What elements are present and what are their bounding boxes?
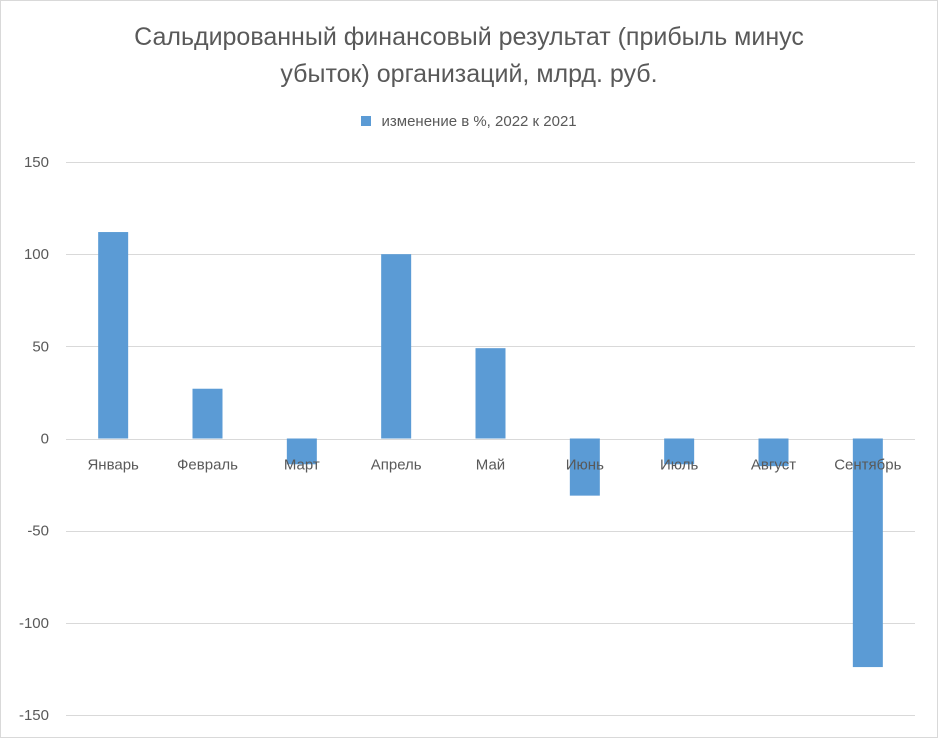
x-tick-label: Январь — [87, 457, 139, 474]
chart-title-line-1: Сальдированный финансовый результат (при… — [134, 23, 804, 51]
x-tick-label: Август — [751, 457, 796, 474]
legend-label: изменение в %, 2022 к 2021 — [381, 113, 577, 130]
bar — [286, 438, 317, 465]
bar — [475, 348, 506, 439]
bar — [381, 254, 412, 439]
y-axis-tick-labels: 150 100 50 0 -50 -100 -150 — [19, 154, 49, 724]
x-tick-label: Июнь — [566, 457, 604, 474]
y-tick-label: -100 — [19, 615, 49, 632]
y-tick-label: 50 — [32, 338, 49, 355]
bar — [569, 438, 600, 496]
x-tick-label: Февраль — [177, 457, 238, 474]
bar — [852, 438, 883, 668]
bar — [98, 232, 129, 439]
x-tick-label: Март — [284, 457, 320, 474]
y-tick-label: -50 — [27, 523, 49, 540]
chart-title: Сальдированный финансовый результат (при… — [1, 19, 937, 93]
y-tick-label: -150 — [19, 707, 49, 724]
bar — [758, 438, 789, 467]
legend-swatch — [361, 116, 372, 126]
x-tick-label: Июль — [660, 457, 698, 474]
y-tick-label: 150 — [24, 154, 49, 171]
bar — [192, 388, 223, 439]
y-tick-label: 0 — [41, 431, 49, 448]
gridlines — [66, 162, 915, 716]
x-tick-label: Май — [476, 457, 505, 474]
bar — [664, 438, 695, 465]
x-axis-tick-labels: Январь Февраль Март Апрель Май Июнь Июль Август… — [87, 457, 901, 474]
y-tick-label: 100 — [24, 246, 49, 263]
chart-legend: изменение в %, 2022 к 2021 — [1, 113, 937, 130]
bars — [98, 232, 883, 668]
chart-title-line-2: убыток) организаций, млрд. руб. — [280, 60, 658, 88]
x-tick-label: Апрель — [371, 457, 422, 474]
x-tick-label: Сентябрь — [834, 457, 901, 474]
